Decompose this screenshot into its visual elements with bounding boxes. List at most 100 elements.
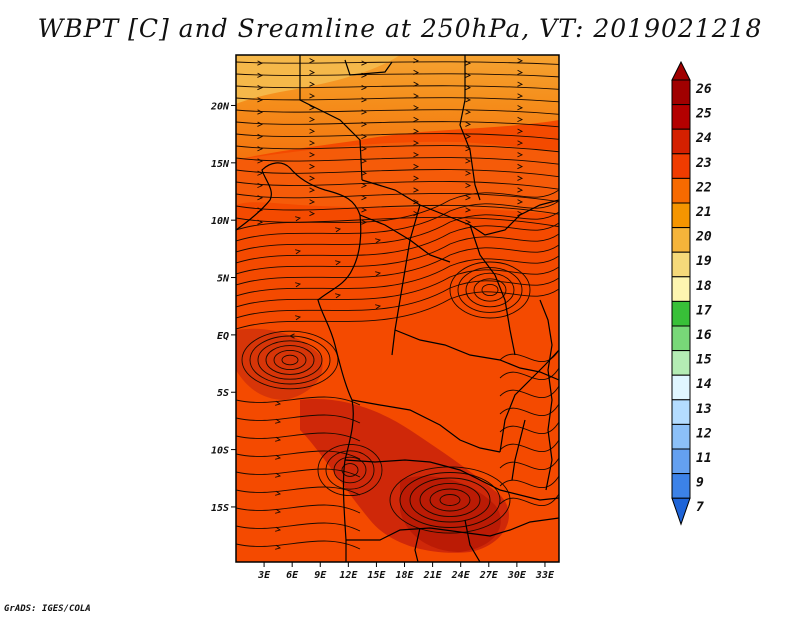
streamline-eddy-east [465,272,515,308]
streamline-south [236,486,361,496]
colorbar-segment [671,251,691,278]
border-line [414,527,421,562]
streamline-arrow [275,544,282,550]
border-line [344,459,559,501]
streamline-eddy-east [457,267,523,313]
colorbar-segment [671,276,691,302]
border-line [511,419,526,481]
streamline-arrow [309,140,316,146]
streamline-arrow [335,260,342,266]
colorbar-label: 12 [696,426,712,441]
border-line [344,59,393,76]
streamline-arrow [361,84,368,91]
lon-tick-label: 27E [479,570,499,581]
lon-tick-label: 12E [339,570,358,581]
colorbar-label: 18 [696,279,712,294]
streamline-arrow [295,249,302,255]
streamline-eddy-east [473,278,507,302]
streamline-arrow [361,60,368,66]
streamline-westerly [236,73,559,78]
streamline-eddy-west [265,345,315,375]
border-line [469,224,516,356]
border-line [539,299,553,491]
streamline-arrow [257,170,264,176]
streamline-curved [236,255,559,297]
colorbar-segment [671,350,691,376]
streamline-arrow [465,195,472,201]
streamline-arrow [465,133,472,140]
streamline-eddy-south [409,477,491,523]
streamline-arrow [361,121,368,127]
streamline-arrow [275,418,282,424]
streamline-arrow [257,60,264,66]
lon-tick-label: 6E [286,570,299,581]
colorbar-label: 15 [696,353,712,368]
streamline-arrow [413,175,420,181]
streamline-arrow [309,210,316,217]
lat-tick-label: EQ [217,331,229,342]
streamline-arrow [309,93,316,99]
streamline-arrow [517,105,524,111]
streamline-arrow [361,182,368,189]
streamline-south [236,540,361,550]
streamline-arrow [517,187,524,193]
streamline-arrow [361,207,368,213]
streamline-westerly [236,216,559,228]
streamline-arrow [257,109,264,115]
streamline-arrow [309,128,316,134]
colorbar-label: 14 [696,377,712,392]
streamline-arrow [309,58,316,64]
border-line [236,162,362,562]
colorbar-segment [671,202,691,229]
map-title: WBPT [C] and Sreamline at 250hPa, VT: 20… [37,14,763,43]
streamline-arrow [413,69,420,75]
streamline-south [236,414,361,424]
border-line [346,517,559,541]
streamline-arrow [335,293,342,299]
colorbar-label: 24 [695,131,712,146]
streamline-arrow [257,158,264,164]
colorbar-segment [671,473,691,499]
streamline-arrow [309,175,316,181]
longitude-axis: 3E 6E 9E 12E 15E 18E 21E 24E 27E 30E 33E [257,562,555,581]
colorbar-label: 21 [695,205,712,220]
streamlines [236,58,559,550]
lat-tick-label: 10N [211,216,230,227]
streamline-south [236,522,361,532]
streamline-arrow [375,271,382,277]
streamline-arrow [335,227,342,233]
border-line [299,55,363,181]
streamline-south [236,468,361,478]
colorbar-label: 19 [696,254,712,269]
colorbar-segment [671,79,691,106]
streamline-arrow [309,116,316,123]
colorbar: 26 25 24 23 22 21 20 19 18 17 16 15 14 13 12 11 9 7 [671,60,712,526]
streamline-arrow [257,121,264,127]
streamline-arrow [295,315,302,321]
streamline-eddy-southwest [333,456,367,484]
border-line [464,519,481,562]
streamline-eddy-west [281,354,299,366]
streamline-westerly [236,97,559,103]
colorbar-segment [671,104,691,130]
streamline-eddy-west [273,349,307,371]
streamline-arrow [257,195,264,201]
colorbar-segment [671,300,691,327]
streamline-arrow [275,454,282,460]
streamline-arrow [465,84,472,91]
streamline-westerly [236,109,559,115]
plot-frame [235,54,560,563]
streamline-arrow [413,152,420,158]
streamline-southeast [499,475,559,489]
lon-tick-label: 3E [257,570,271,581]
streamline-eddy-south [429,488,471,512]
streamline-westerly [236,180,559,190]
colorbar-label: 13 [696,402,712,417]
streamline-arrow [465,60,472,66]
streamline-eddy-west [249,335,331,385]
lat-tick-label: 20N [210,101,230,112]
streamline-arrow [309,199,316,205]
streamline-arrow [517,163,524,170]
colorbar-segment [671,448,691,475]
